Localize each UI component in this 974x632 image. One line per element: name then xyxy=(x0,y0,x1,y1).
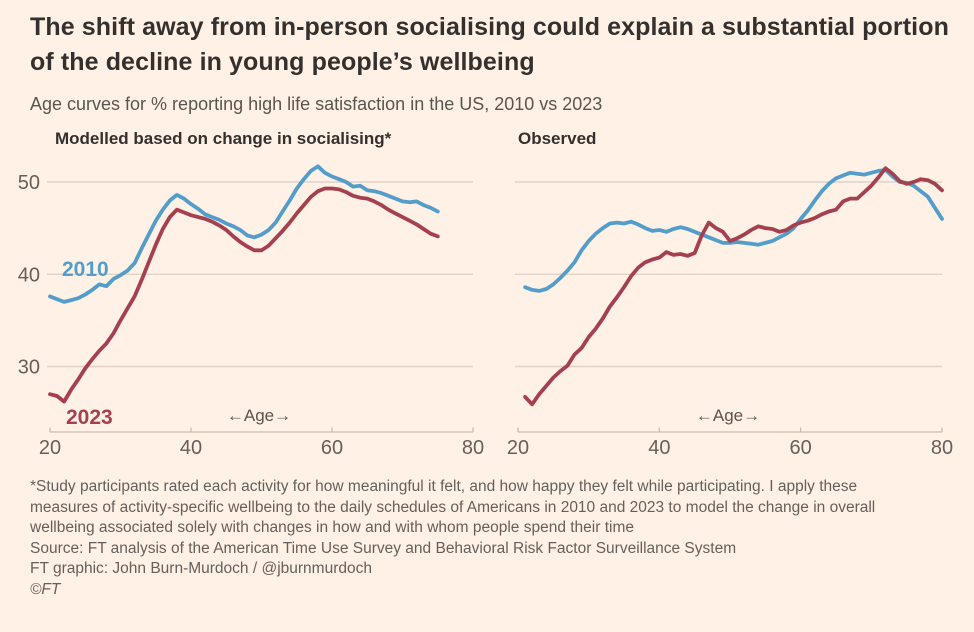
chart-footer: *Study participants rated each activity … xyxy=(30,477,944,600)
source-line: Source: FT analysis of the American Time… xyxy=(30,539,737,557)
series-2023-line xyxy=(523,166,944,407)
chart-subtitle: Age curves for % reporting high life sat… xyxy=(30,94,603,114)
x-tick-label: 40 xyxy=(648,437,670,459)
footnote-line: *Study participants rated each activity … xyxy=(30,478,858,495)
x-tick-label: 60 xyxy=(790,437,812,459)
x-tick-label: 20 xyxy=(507,437,529,459)
y-tick-label: 40 xyxy=(18,264,40,286)
age-axis-label: ←Age→ xyxy=(227,406,291,425)
series-2010-line xyxy=(48,164,440,304)
x-tick-label: 80 xyxy=(931,437,953,459)
chart-region: Modelled based on change in socialising*… xyxy=(0,117,974,475)
x-tick-label: 80 xyxy=(462,437,484,459)
x-tick-label: 60 xyxy=(321,437,343,459)
footnote-line: measures of activity-specific wellbeing … xyxy=(30,498,876,516)
series-2023-line xyxy=(48,186,440,404)
y-tick-label: 50 xyxy=(18,172,40,194)
footnote-line: wellbeing associated solely with changes… xyxy=(30,519,634,536)
series-2010-line xyxy=(523,168,944,293)
panel-title-modelled: Modelled based on change in socialising* xyxy=(55,129,392,148)
credit-line: FT graphic: John Burn-Murdoch / @jburnmu… xyxy=(30,560,372,577)
panel-title-observed: Observed xyxy=(518,129,597,148)
x-tick-label: 20 xyxy=(39,437,61,459)
series-label-2023: 2023 xyxy=(66,406,113,429)
series-label-2010: 2010 xyxy=(62,258,109,281)
copyright: ©FT xyxy=(30,580,61,598)
age-axis-label: ←Age→ xyxy=(696,406,760,425)
y-tick-label: 30 xyxy=(18,357,40,379)
chart-title: The shift away from in-person socialisin… xyxy=(30,13,949,76)
x-tick-label: 40 xyxy=(180,437,202,459)
